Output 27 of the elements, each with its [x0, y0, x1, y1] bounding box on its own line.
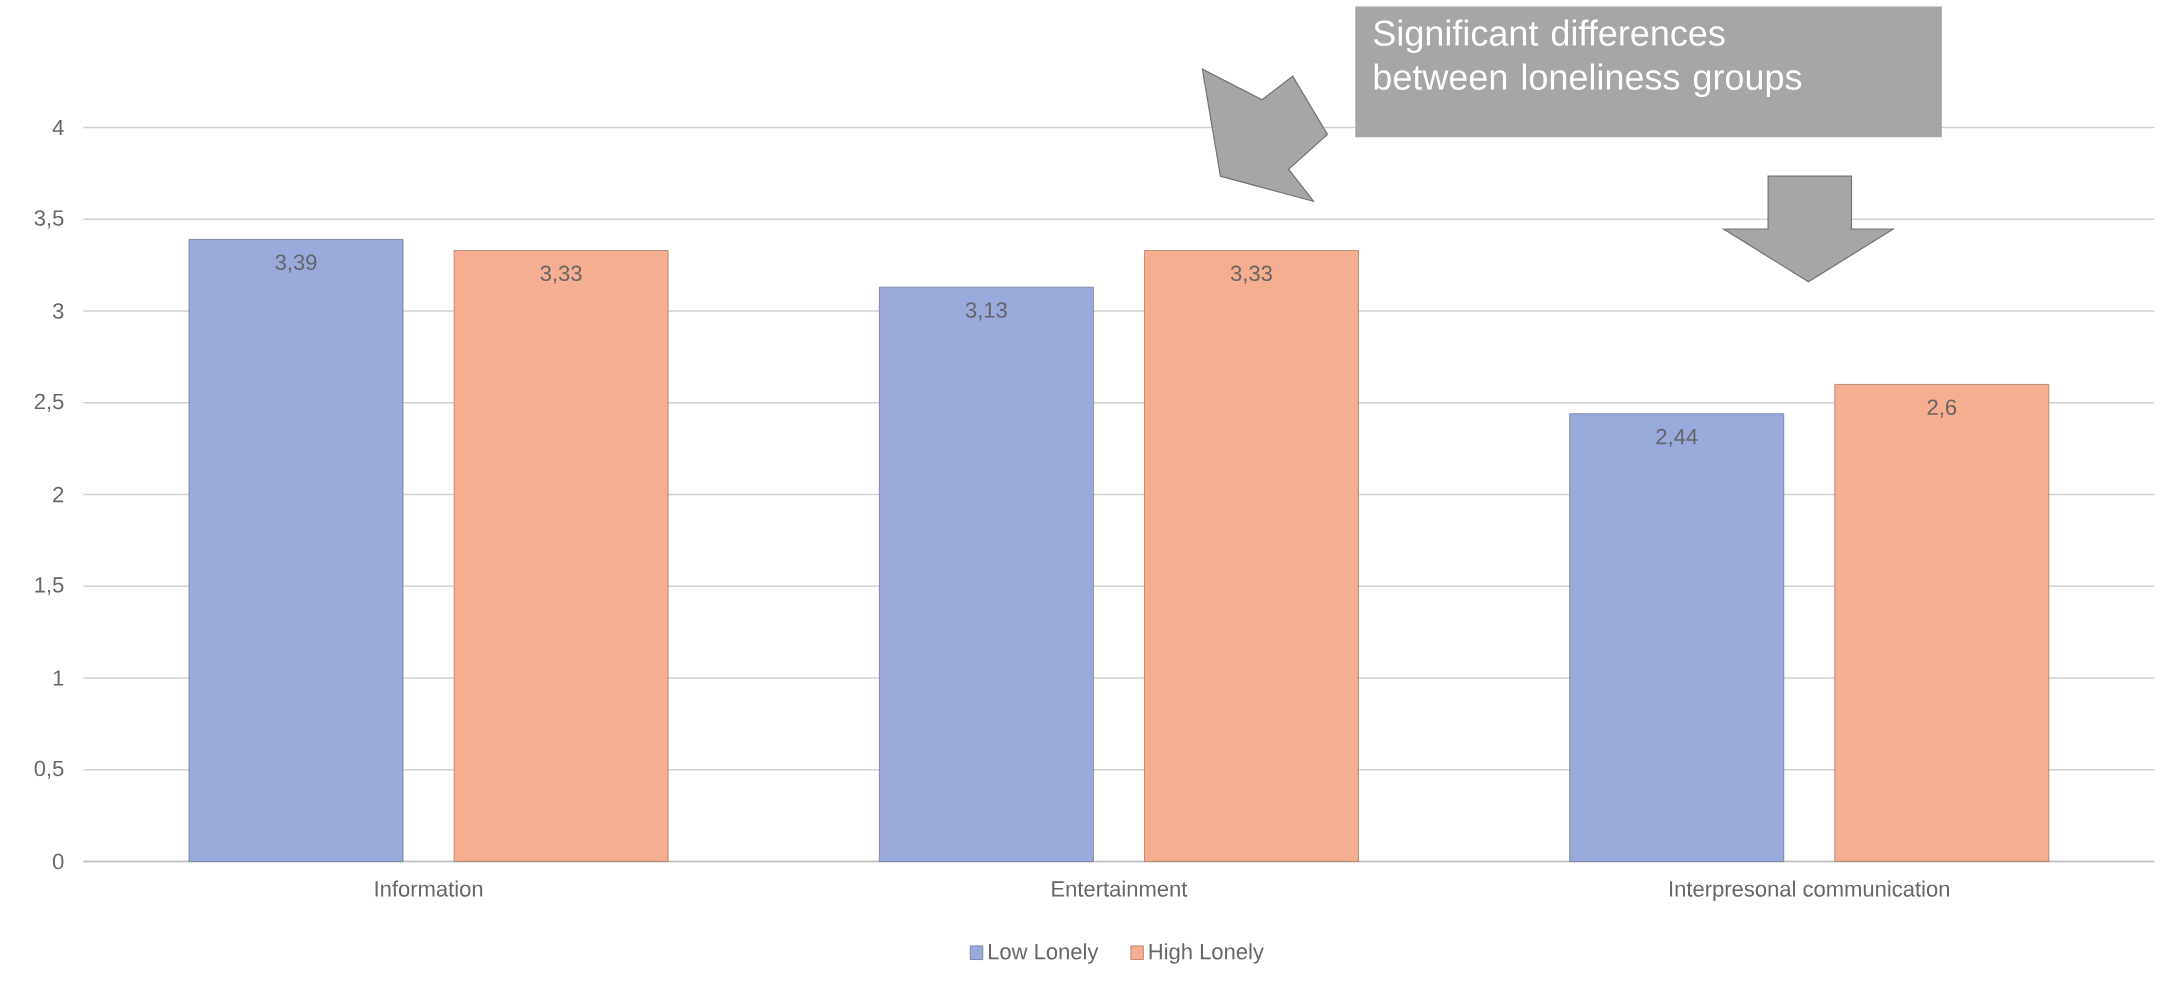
bar	[453, 250, 669, 862]
data-label: 2,6	[1927, 399, 1957, 418]
bar	[1144, 250, 1359, 862]
data-label: 3,33	[1230, 265, 1272, 284]
bar	[1834, 384, 2050, 862]
y-tick-label: 0,5	[34, 760, 64, 779]
y-tick-label: 2	[53, 486, 64, 503]
text: Significant differences between loneliness groups	[1373, 19, 1802, 98]
x-tick-label: Entertainment	[1052, 880, 1188, 897]
legend-label: High Lonely	[1149, 943, 1264, 964]
data-label: 3,13	[965, 302, 1007, 321]
y-tick-label: 0	[52, 853, 64, 870]
y-tick-label: 3	[52, 303, 64, 319]
x-tick-label: Information	[375, 880, 483, 897]
x-tick-label: Interpresonal communication	[1670, 880, 1949, 902]
data-label: 2,44	[1656, 428, 1698, 448]
y-tick-label: 1,5	[35, 577, 64, 596]
data-label: 3,33	[540, 265, 582, 284]
bar	[1569, 413, 1785, 862]
data-label: 3,39	[275, 254, 317, 273]
y-tick-label: 3,5	[34, 210, 64, 229]
bar	[878, 286, 1094, 862]
y-tick-label: 2,5	[34, 393, 64, 412]
y-tick-label: 4	[52, 120, 64, 136]
legend-label: Low Lonely	[988, 943, 1099, 964]
y-tick-label: 1	[53, 670, 64, 686]
bar	[188, 239, 404, 862]
